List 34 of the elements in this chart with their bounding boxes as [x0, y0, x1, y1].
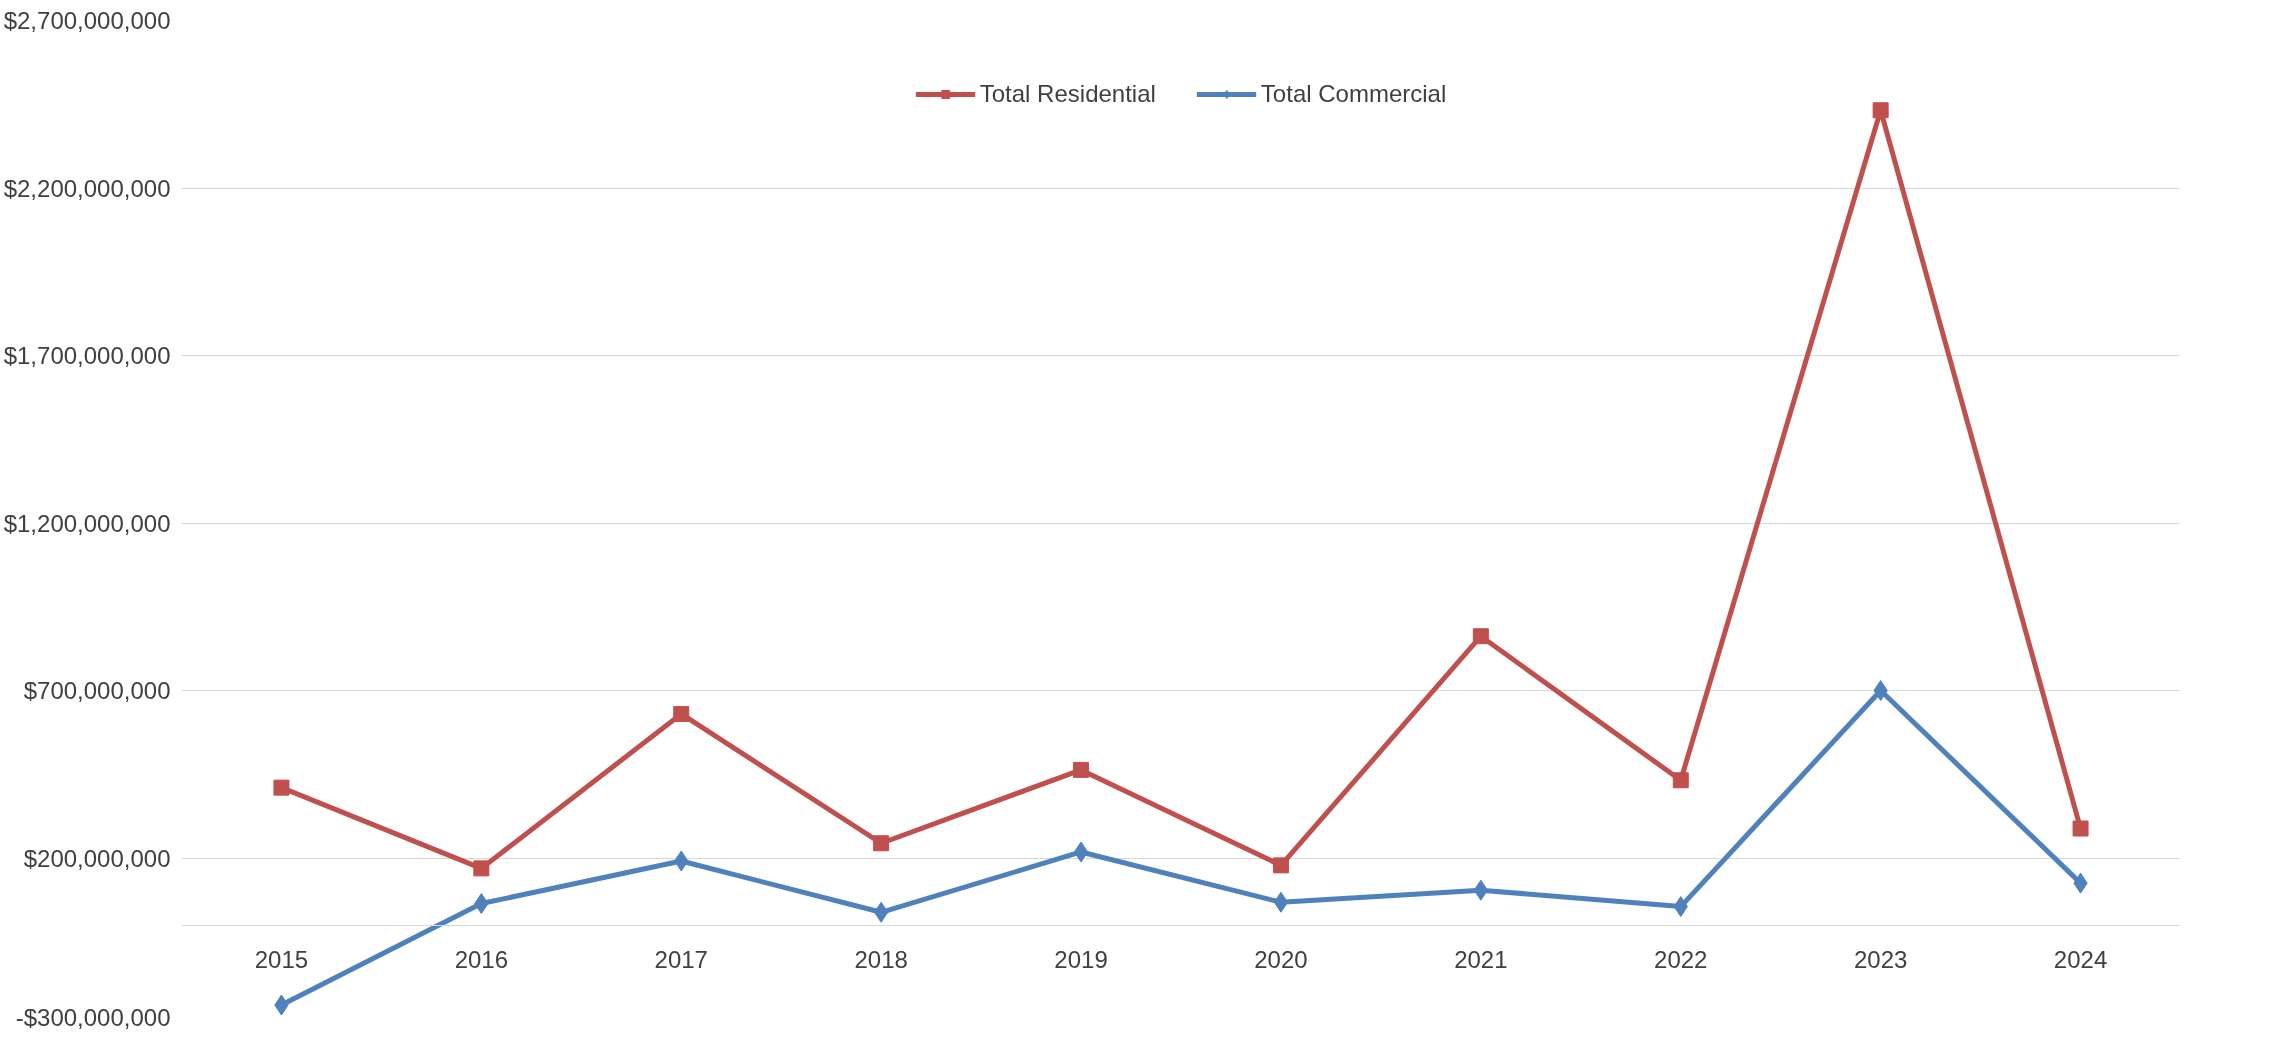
x-tick-label: 2023 [1853, 946, 1908, 973]
x-tick-label: 2024 [2053, 946, 2108, 973]
y-tick-label: $2,700,000,000 [3, 7, 171, 34]
point [473, 860, 490, 877]
x-tick-label: 2022 [1654, 946, 1708, 973]
point [1473, 879, 1489, 901]
point [1273, 891, 1289, 913]
point [1073, 761, 1090, 778]
point [1873, 680, 1888, 701]
point [2072, 820, 2089, 837]
y-tick-label: $700,000,000 [23, 677, 171, 704]
x-tick-label: 2021 [1454, 946, 1508, 973]
y-tick-label: $1,200,000,000 [3, 509, 171, 537]
x-tick-label: 2016 [454, 946, 509, 973]
point [1073, 841, 1089, 863]
y-tick-label: $200,000,000 [23, 844, 171, 872]
point [273, 779, 290, 796]
x-tick-label: 2017 [654, 946, 708, 973]
point [1272, 857, 1289, 874]
point [1672, 772, 1689, 789]
y-tick-label: $1,700,000,000 [3, 342, 171, 369]
point [873, 901, 889, 923]
y-tick-label: -$300,000,000 [15, 1003, 171, 1031]
x-tick-label: 2019 [1054, 946, 1108, 973]
point [673, 705, 690, 722]
legend-label: Total Residential [979, 80, 1156, 108]
x-tick-label: 2020 [1254, 946, 1308, 973]
x-tick-label: 2018 [854, 946, 908, 973]
point [873, 835, 890, 852]
x-tick-label: 2015 [254, 946, 309, 973]
point [1472, 628, 1489, 645]
point [1872, 102, 1889, 119]
y-tick-label: $2,200,000,000 [3, 174, 171, 202]
legend-label: Total Commercial [1260, 80, 1447, 108]
